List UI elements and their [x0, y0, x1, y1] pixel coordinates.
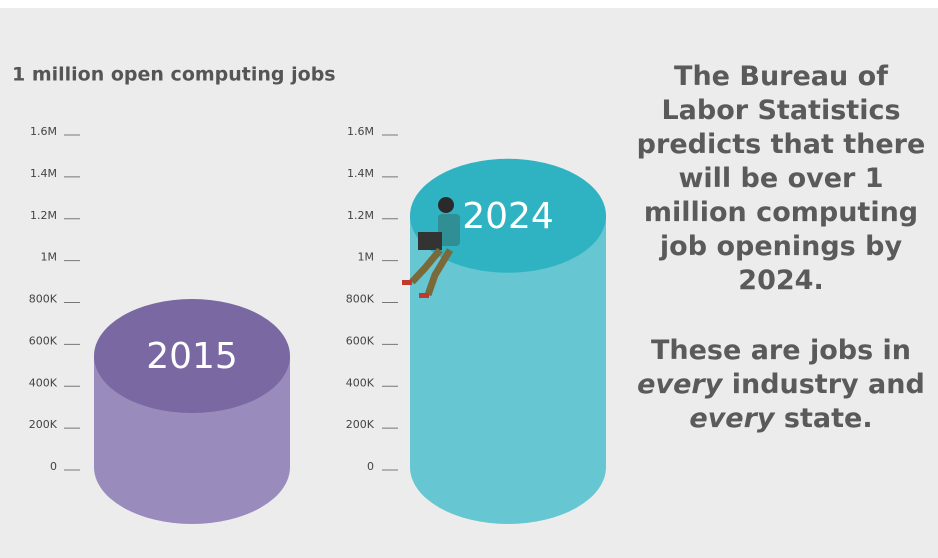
- annotation: These are jobs in every industry and eve…: [636, 334, 926, 436]
- y-tick-label: 1.6M: [347, 125, 374, 138]
- y-tick-label: 1M: [41, 251, 58, 264]
- category-label: 2015: [146, 336, 238, 377]
- cylinder-top: [94, 299, 290, 414]
- y-tick-label: 800K: [346, 293, 375, 306]
- shoe: [419, 293, 429, 298]
- y-tick-label: 1.4M: [30, 167, 57, 180]
- y-tick-label: 600K: [29, 334, 58, 347]
- person-body: [438, 214, 460, 246]
- y-tick-label: 1.2M: [30, 209, 57, 222]
- y-tick-label: 400K: [29, 376, 58, 389]
- shoe: [402, 280, 412, 285]
- annotation-text: These are jobs in: [650, 335, 912, 366]
- y-tick-label: 200K: [346, 418, 375, 431]
- person-legs: [409, 247, 454, 297]
- y-tick-label: 0: [50, 460, 57, 473]
- y-tick-label: 0: [367, 460, 374, 473]
- person-illustration: [402, 197, 460, 298]
- annotation: The Bureau of Labor Statistics predicts …: [636, 61, 926, 296]
- category-label: 2024: [462, 196, 554, 237]
- y-tick-label: 1.4M: [347, 167, 374, 180]
- chart-title: 1 million open computing jobs: [12, 64, 336, 86]
- annotation-text: every: [637, 369, 723, 400]
- y-tick-label: 1.6M: [30, 125, 57, 138]
- y-tick-label: 1.2M: [347, 209, 374, 222]
- cylinder: 2024: [410, 158, 606, 524]
- laptop: [418, 232, 442, 250]
- cylinder-body: [410, 215, 606, 524]
- y-tick-label: 200K: [29, 418, 58, 431]
- person-head: [438, 197, 454, 213]
- y-tick-label: 600K: [346, 334, 375, 347]
- cylinder: 2015: [94, 299, 290, 524]
- annotation-text: state.: [774, 403, 873, 434]
- y-tick-label: 400K: [346, 376, 375, 389]
- annotation-text: industry and: [722, 369, 925, 400]
- annotation-text: every: [689, 403, 775, 434]
- y-tick-label: 1M: [358, 251, 375, 264]
- y-tick-label: 800K: [29, 293, 58, 306]
